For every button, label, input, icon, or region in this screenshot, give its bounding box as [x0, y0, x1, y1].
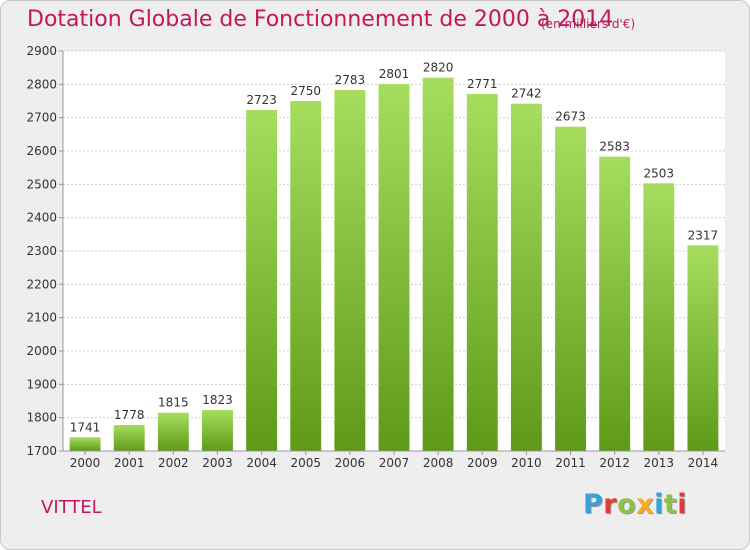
data-label: 2723: [246, 93, 277, 107]
y-tick-label: 1900: [26, 377, 57, 391]
x-tick-label: 2002: [158, 456, 189, 470]
bar-2001: [113, 425, 145, 451]
data-label: 2742: [511, 87, 542, 101]
y-tick-label: 2500: [26, 177, 57, 191]
y-tick-label: 2900: [26, 44, 57, 58]
x-tick-label: 2008: [423, 456, 454, 470]
data-label: 1815: [158, 396, 189, 410]
x-tick-label: 2004: [246, 456, 277, 470]
bar-2003: [202, 410, 233, 451]
y-tick-labels: 1700 1800 1900 2000 2100 2200 2300 2400 2500 2600…: [26, 44, 57, 458]
data-label: 1741: [70, 420, 101, 434]
logo-letter: x: [636, 489, 655, 520]
x-tick-labels: 2000 2001 2002 2003 2004 2005 2006 2007 2008 2009…: [70, 451, 718, 470]
y-tick-label: 1800: [26, 411, 57, 425]
bar-2013: [643, 183, 675, 452]
data-label: 1823: [202, 393, 233, 407]
x-tick-label: 2011: [555, 456, 586, 470]
x-tick-label: 2006: [335, 456, 366, 470]
y-tick-label: 2100: [26, 311, 57, 325]
logo-letter: i: [677, 489, 688, 520]
proxiti-logo[interactable]: Proxiti: [583, 489, 687, 520]
bar-2005: [290, 101, 322, 451]
data-label: 2317: [688, 228, 719, 242]
x-tick-label: 2010: [511, 456, 542, 470]
data-label: 2801: [379, 67, 410, 81]
bar-2010: [510, 103, 542, 452]
data-label: 2673: [555, 110, 586, 124]
bar-2006: [334, 90, 366, 451]
y-tick-label: 2000: [26, 344, 57, 358]
y-tick-label: 1700: [26, 444, 57, 458]
x-tick-label: 2000: [70, 456, 101, 470]
x-tick-label: 2014: [688, 456, 719, 470]
bars: [69, 77, 719, 452]
y-tick-label: 2800: [26, 77, 57, 91]
commune-name: VITTEL: [41, 497, 102, 518]
logo-letter: o: [617, 489, 637, 520]
x-tick-label: 2003: [202, 456, 233, 470]
logo-letter: r: [603, 489, 618, 520]
bar-2002: [157, 412, 189, 451]
x-tick-label: 2013: [644, 456, 675, 470]
bar-2004: [246, 110, 278, 451]
data-label: 2820: [423, 61, 454, 75]
y-tick-label: 2400: [26, 211, 57, 225]
grid-lines: [59, 50, 725, 452]
y-tick-label: 2700: [26, 111, 57, 125]
data-labels: 1741 1778 1815 1823 2723 2750 2783 2801 2820 2771…: [70, 61, 718, 435]
bar-2000: [69, 437, 101, 451]
chart-title: Dotation Globale de Fonctionnement de 20…: [27, 7, 614, 32]
data-label: 2583: [599, 140, 630, 154]
data-label: 2503: [644, 166, 675, 180]
logo-letter: P: [583, 489, 604, 520]
x-tick-label: 2005: [290, 456, 321, 470]
y-tick-label: 2200: [26, 277, 57, 291]
y-tick-label: 2300: [26, 244, 57, 258]
data-label: 2783: [335, 73, 366, 87]
logo-letter: i: [654, 489, 664, 520]
bar-2007: [378, 84, 410, 451]
x-tick-label: 2007: [379, 456, 410, 470]
bar-2014: [687, 245, 719, 451]
bar-2008: [422, 77, 454, 452]
y-tick-label: 2600: [26, 144, 57, 158]
x-tick-label: 2001: [114, 456, 145, 470]
x-tick-label: 2012: [599, 456, 630, 470]
data-label: 2750: [290, 84, 321, 98]
data-label: 1778: [114, 408, 145, 422]
chart-unit: (en milliers d'€): [541, 17, 636, 31]
bar-2011: [555, 126, 586, 452]
bar-2012: [599, 156, 631, 451]
logo-letter: t: [663, 489, 678, 520]
x-tick-label: 2009: [467, 456, 498, 470]
bar-2009: [466, 94, 498, 451]
data-label: 2771: [467, 77, 498, 91]
